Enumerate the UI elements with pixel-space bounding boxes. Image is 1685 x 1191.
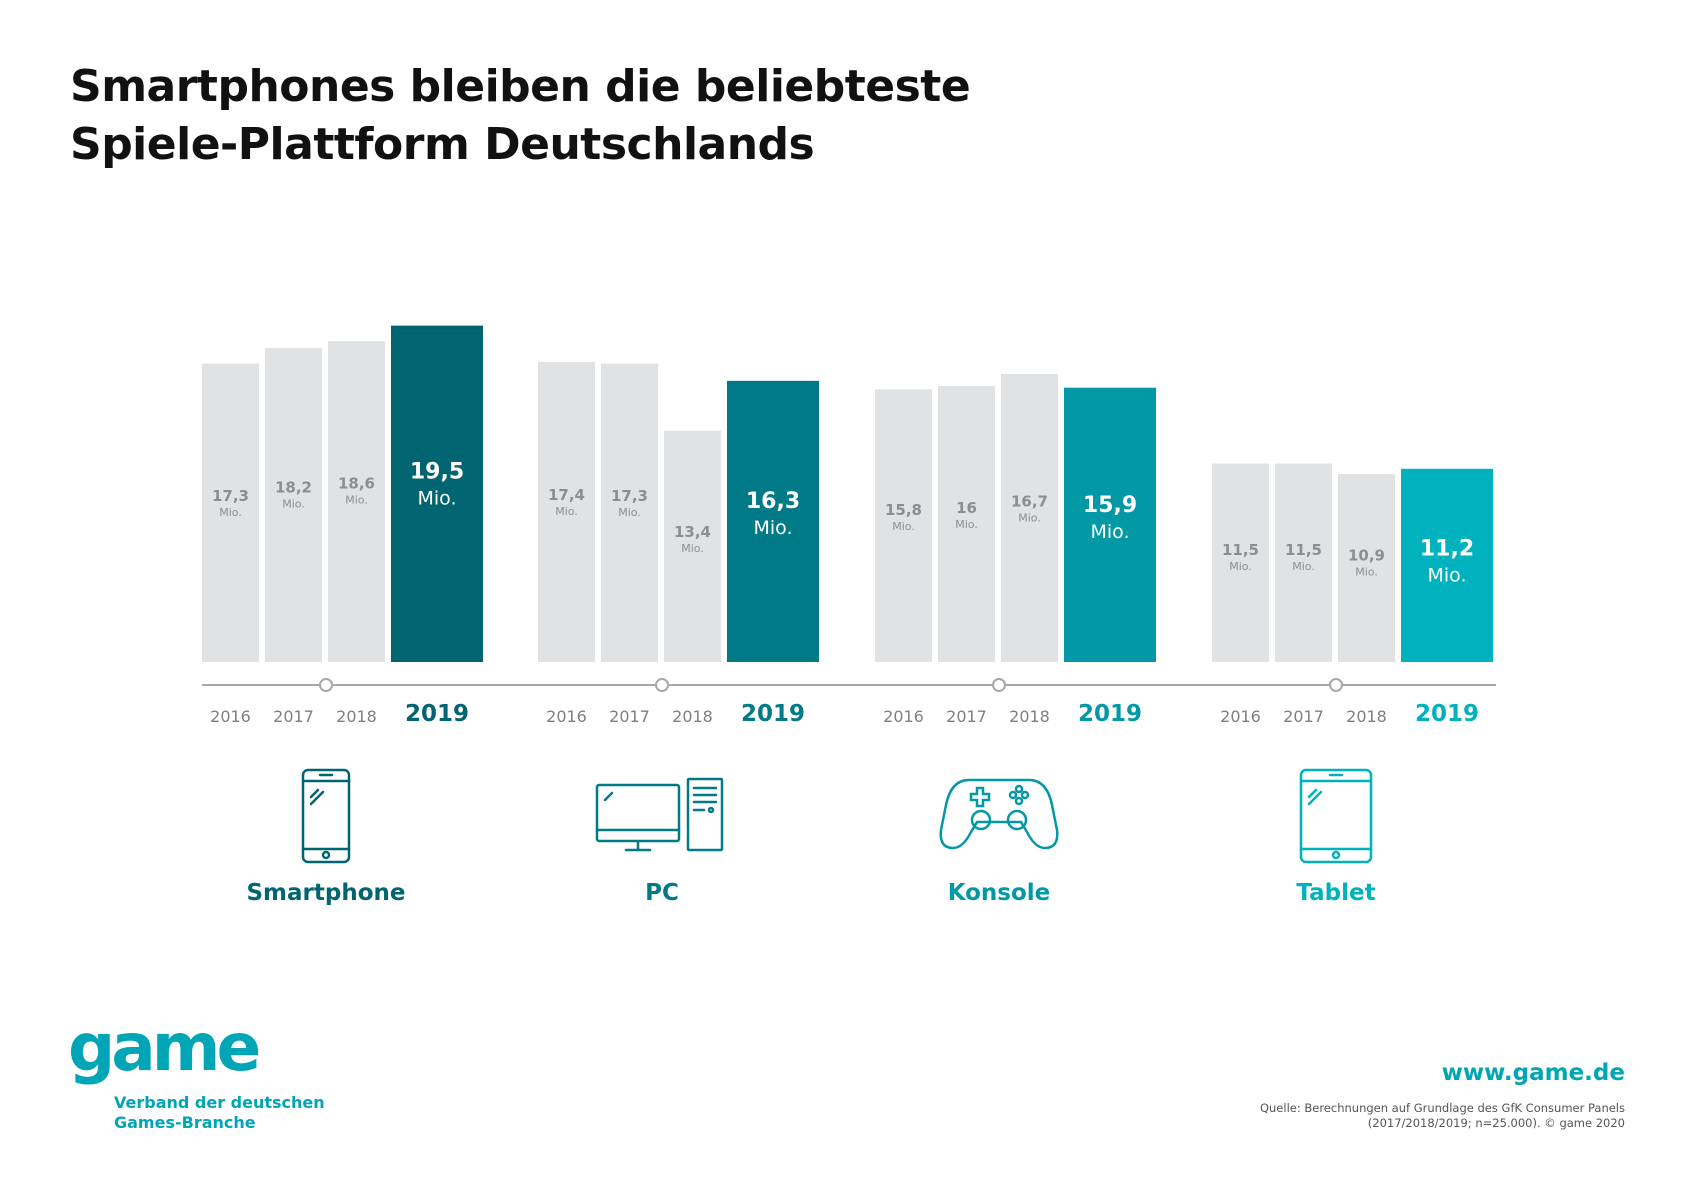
platform-label-tablet: Tablet: [1296, 880, 1375, 906]
axis-marker: [319, 678, 333, 692]
x-tick-label: 2016: [546, 707, 587, 726]
data-label-value: 11,5: [1285, 541, 1322, 559]
data-label-value: 13,4: [674, 523, 711, 541]
desktop-pc-icon: [595, 777, 724, 852]
source-note: Quelle: Berechnungen auf Grundlage des G…: [1260, 1101, 1625, 1131]
logo-tagline: Verband der deutschen Games-Branche: [114, 1093, 325, 1133]
source-note-line-2: (2017/2018/2019; n=25.000). © game 2020: [1367, 1116, 1625, 1130]
logo-wordmark: game: [68, 1018, 259, 1086]
data-label-value: 18,6: [338, 475, 375, 493]
gamepad-icon: [939, 778, 1059, 850]
chart-title-line-2: Spiele-Plattform Deutschlands: [70, 119, 815, 170]
website-link[interactable]: www.game.de: [1441, 1060, 1625, 1086]
x-tick-label: 2017: [946, 707, 987, 726]
bar-konsole-2016: [875, 389, 932, 662]
data-label-value: 16: [956, 499, 977, 517]
data-label-value: 11,5: [1222, 541, 1259, 559]
data-label-value: 16,7: [1011, 492, 1048, 510]
axis-marker: [655, 678, 669, 692]
data-label-unit: Mio.: [417, 487, 456, 509]
data-label-unit: Mio.: [1355, 565, 1378, 578]
x-tick-label: 2017: [273, 707, 314, 726]
x-tick-label: 2018: [336, 707, 377, 726]
bar-konsole-2019: [1064, 387, 1156, 662]
data-label-unit: Mio.: [955, 518, 978, 531]
data-label-unit: Mio.: [892, 520, 915, 533]
data-label-value: 11,2: [1420, 537, 1474, 562]
bar-smartphone-2017: [265, 348, 322, 662]
x-tick-label: 2016: [1220, 707, 1261, 726]
data-label-unit: Mio.: [753, 517, 792, 539]
data-label-value: 19,5: [410, 459, 464, 484]
data-label-unit: Mio.: [1292, 560, 1315, 573]
x-tick-label: 2018: [1346, 707, 1387, 726]
bar-pc-2019: [727, 380, 819, 662]
x-tick-label: 2018: [1009, 707, 1050, 726]
x-tick-label: 2019: [405, 701, 469, 727]
bar-pc-2018: [664, 430, 721, 662]
bar-smartphone-2016: [202, 363, 259, 662]
data-label-unit: Mio.: [1018, 511, 1041, 524]
data-label-unit: Mio.: [219, 506, 242, 519]
data-label-value: 17,3: [611, 487, 648, 505]
data-label-unit: Mio.: [681, 542, 704, 555]
data-label-unit: Mio.: [282, 497, 305, 510]
x-tick-label: 2019: [1078, 701, 1142, 727]
x-tick-label: 2017: [609, 707, 650, 726]
x-tick-label: 2017: [1283, 707, 1324, 726]
bar-tablet-2018: [1338, 473, 1395, 662]
bar-pc-2016: [538, 361, 595, 662]
data-label-value: 16,3: [746, 489, 800, 514]
data-label-unit: Mio.: [1090, 521, 1129, 543]
bar-chart: 17,3Mio.201618,2Mio.201718,6Mio.201819,5…: [202, 325, 1496, 906]
platform-label-konsole: Konsole: [948, 880, 1051, 906]
x-tick-label: 2016: [210, 707, 251, 726]
logo-tagline-line-1: Verband der deutschen: [114, 1093, 325, 1112]
bar-smartphone-2018: [328, 341, 385, 662]
x-tick-label: 2016: [883, 707, 924, 726]
x-tick-label: 2019: [741, 701, 805, 727]
data-label-unit: Mio.: [555, 505, 578, 518]
chart-title: Smartphones bleiben die beliebteste Spie…: [70, 58, 971, 174]
bar-konsole-2017: [938, 386, 995, 662]
x-tick-label: 2018: [672, 707, 713, 726]
data-label-value: 17,4: [548, 486, 585, 504]
data-label-unit: Mio.: [618, 506, 641, 519]
bar-smartphone-2019: [391, 325, 483, 662]
data-label-value: 18,2: [275, 478, 312, 496]
tablet-icon: [1299, 768, 1373, 864]
bar-tablet-2017: [1275, 463, 1332, 662]
chart-title-line-1: Smartphones bleiben die beliebteste: [70, 61, 971, 112]
game-logo: game: [68, 1018, 263, 1086]
source-note-line-1: Quelle: Berechnungen auf Grundlage des G…: [1259, 1101, 1625, 1115]
platform-label-smartphone: Smartphone: [246, 880, 405, 906]
data-label-unit: Mio.: [345, 494, 368, 507]
bar-tablet-2016: [1212, 463, 1269, 662]
logo-tagline-line-2: Games-Branche: [114, 1113, 256, 1132]
axis-marker: [992, 678, 1006, 692]
bar-tablet-2019: [1401, 468, 1493, 662]
data-label-unit: Mio.: [1427, 565, 1466, 587]
axis-marker: [1329, 678, 1343, 692]
bar-pc-2017: [601, 363, 658, 662]
x-tick-label: 2019: [1415, 701, 1479, 727]
data-label-unit: Mio.: [1229, 560, 1252, 573]
data-label-value: 17,3: [212, 487, 249, 505]
data-label-value: 15,8: [885, 501, 922, 519]
data-label-value: 10,9: [1348, 546, 1385, 564]
smartphone-icon: [301, 768, 351, 864]
platform-label-pc: PC: [645, 880, 679, 906]
bar-konsole-2018: [1001, 373, 1058, 662]
data-label-value: 15,9: [1083, 493, 1137, 518]
